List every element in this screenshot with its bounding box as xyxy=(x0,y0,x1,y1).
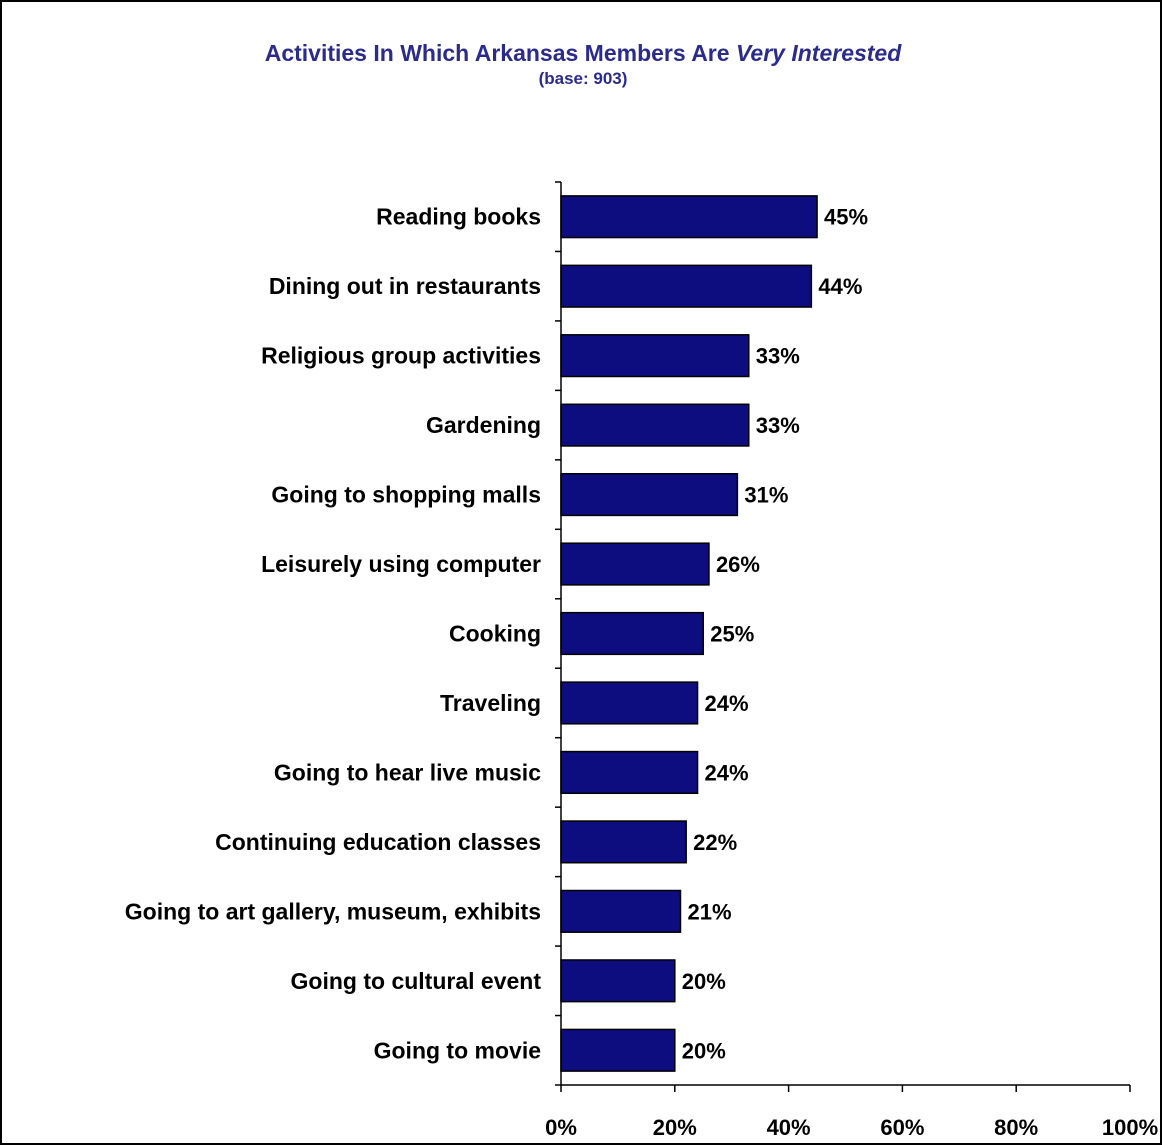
bar-11 xyxy=(560,959,676,1003)
category-label-7: Traveling xyxy=(440,690,541,716)
bar-12 xyxy=(560,1028,676,1072)
category-label-12: Going to movie xyxy=(374,1037,541,1063)
bar-1 xyxy=(560,264,813,308)
bar-9 xyxy=(560,820,687,864)
chart-title-prefix: Activities In Which Arkansas Members Are xyxy=(264,40,730,66)
title-block: Activities In Which Arkansas Members Are… xyxy=(2,38,1162,90)
bar-2 xyxy=(560,334,750,378)
value-label-8: 24% xyxy=(705,760,749,785)
value-label-0: 45% xyxy=(824,205,868,230)
chart-title: Activities In Which Arkansas Members Are… xyxy=(2,38,1162,68)
category-label-3: Gardening xyxy=(426,412,541,438)
chart-title-emphasis: Very Interested xyxy=(735,40,902,66)
x-tick-label-4: 80% xyxy=(994,1115,1038,1140)
x-tick-label-5: 100% xyxy=(1102,1115,1158,1140)
bar-5 xyxy=(560,542,710,586)
value-label-4: 31% xyxy=(744,483,788,508)
value-label-6: 25% xyxy=(710,622,754,647)
bar-6 xyxy=(560,611,704,656)
category-label-8: Going to hear live music xyxy=(274,759,541,785)
bars-group xyxy=(560,195,818,1072)
value-label-12: 20% xyxy=(682,1038,726,1063)
bar-0 xyxy=(560,195,818,239)
category-label-4: Going to shopping malls xyxy=(271,482,541,508)
category-label-9: Continuing education classes xyxy=(215,829,541,855)
x-tick-label-3: 60% xyxy=(880,1115,924,1140)
bar-4 xyxy=(560,472,739,517)
labels-group: Reading books 45% Dining out in restaurant… xyxy=(125,204,1158,1140)
category-label-1: Dining out in restaurants xyxy=(269,273,541,299)
value-label-2: 33% xyxy=(756,344,800,369)
bar-7 xyxy=(560,681,699,725)
bar-8 xyxy=(560,750,699,795)
x-tick-label-2: 40% xyxy=(767,1115,811,1140)
value-label-3: 33% xyxy=(756,413,800,438)
value-label-5: 26% xyxy=(716,552,760,577)
category-label-2: Religious group activities xyxy=(261,343,541,369)
x-tick-label-0: 0% xyxy=(545,1115,577,1140)
category-label-0: Reading books xyxy=(376,204,541,230)
value-label-10: 21% xyxy=(687,899,731,924)
axes-group xyxy=(555,181,1131,1092)
value-label-1: 44% xyxy=(818,274,862,299)
category-label-11: Going to cultural event xyxy=(291,968,542,994)
bar-10 xyxy=(560,889,682,933)
value-label-9: 22% xyxy=(693,830,737,855)
category-label-5: Leisurely using computer xyxy=(261,551,541,577)
category-label-6: Cooking xyxy=(449,621,541,647)
x-tick-label-1: 20% xyxy=(653,1115,697,1140)
bar-3 xyxy=(560,403,750,447)
value-label-7: 24% xyxy=(705,691,749,716)
value-label-11: 20% xyxy=(682,969,726,994)
category-label-10: Going to art gallery, museum, exhibits xyxy=(125,898,541,924)
chart-subtitle: (base: 903) xyxy=(538,69,628,88)
